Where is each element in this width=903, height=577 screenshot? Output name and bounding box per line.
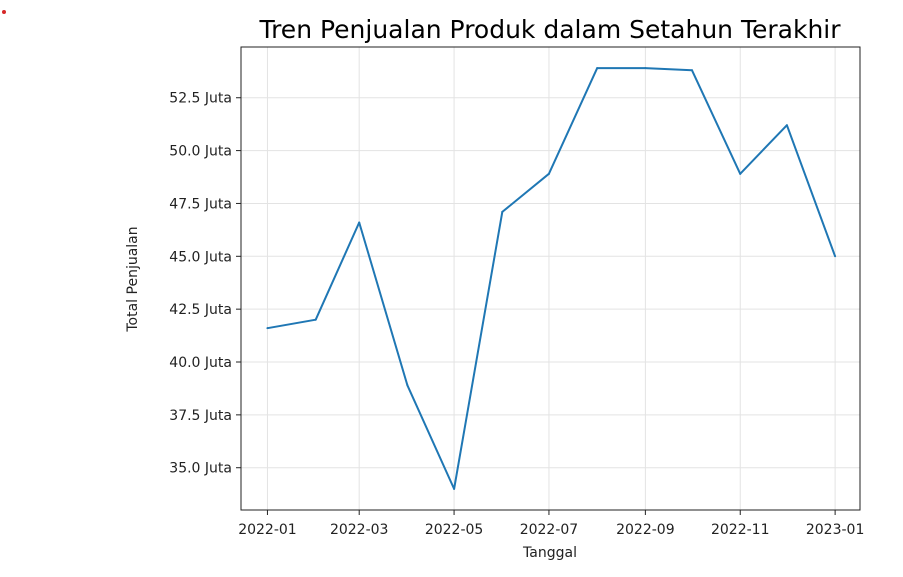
- data-point: [691, 69, 694, 72]
- y-axis-label: Total Penjualan: [125, 226, 141, 332]
- y-tick-label: 52.5 Juta: [169, 91, 232, 107]
- y-tick-label: 50.0 Juta: [169, 144, 232, 160]
- x-tick-label: 2022-07: [520, 522, 579, 538]
- sales-series-line: [267, 67, 837, 490]
- data-point: [739, 172, 742, 175]
- data-point: [266, 327, 269, 330]
- y-tick-label: 47.5 Juta: [169, 196, 232, 212]
- data-point: [406, 384, 409, 387]
- chart-title: Tren Penjualan Produk dalam Setahun Tera…: [258, 15, 841, 44]
- data-point: [644, 67, 647, 70]
- y-tick-label: 40.0 Juta: [169, 355, 232, 371]
- data-point: [453, 487, 456, 490]
- x-tick-label: 2022-03: [330, 522, 389, 538]
- data-point: [834, 255, 837, 258]
- data-point: [596, 67, 599, 70]
- x-tick-label: 2022-05: [425, 522, 484, 538]
- data-point: [785, 124, 788, 127]
- data-point: [358, 221, 361, 224]
- y-tick-label: 45.0 Juta: [169, 249, 232, 265]
- y-tick-label: 35.0 Juta: [169, 461, 232, 477]
- data-point: [501, 210, 504, 213]
- tick-layer: 35.0 Juta 37.5 Juta 40.0 Juta 42.5 Juta 45.0…: [169, 91, 864, 538]
- x-tick-label: 2022-09: [616, 522, 675, 538]
- x-tick-label: 2023-01: [806, 522, 865, 538]
- red-dot-marker: [2, 10, 6, 14]
- data-point: [547, 172, 550, 175]
- plot-frame: [240, 46, 861, 511]
- x-tick-label: 2022-01: [238, 522, 297, 538]
- line-layer: [266, 67, 837, 490]
- y-tick-label: 37.5 Juta: [169, 408, 232, 424]
- data-point: [314, 318, 317, 321]
- x-tick-label: 2022-11: [711, 522, 770, 538]
- y-tick-label: 42.5 Juta: [169, 302, 232, 318]
- x-axis-label: Tanggal: [522, 545, 577, 561]
